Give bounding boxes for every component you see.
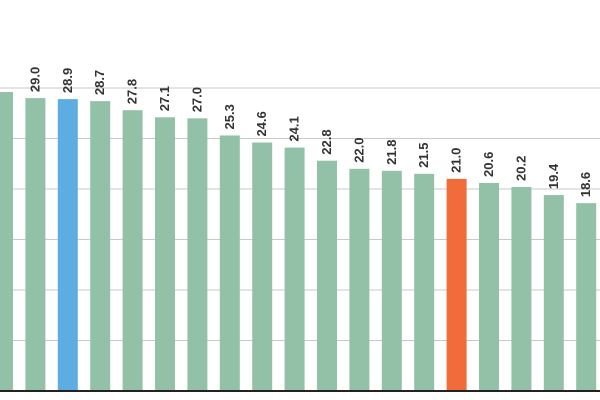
bar-value-label: 21.5	[416, 143, 431, 168]
bar	[381, 170, 402, 391]
bars	[0, 92, 597, 392]
bar	[414, 173, 435, 391]
bar	[0, 92, 13, 391]
bar	[155, 117, 175, 391]
bar	[122, 110, 143, 391]
bar	[25, 98, 46, 391]
bar	[543, 195, 564, 391]
bar-value-label: 25.3	[222, 104, 237, 129]
bar	[187, 118, 208, 392]
bar-value-label: 20.2	[513, 156, 528, 181]
bar	[57, 99, 78, 392]
bar-value-label: 20.6	[481, 152, 496, 177]
bar	[252, 142, 273, 391]
bar-value-label: 29.0	[27, 67, 42, 92]
bar-value-label: 18.6	[578, 172, 593, 197]
bar	[219, 135, 240, 391]
bar-value-label: 21.0	[449, 148, 464, 173]
bar	[576, 203, 597, 391]
bar-value-label: 28.9	[60, 68, 75, 93]
bar	[349, 168, 370, 391]
bar-value-label: 28.7	[92, 70, 107, 95]
bar	[284, 147, 305, 391]
bar-value-label: 21.8	[384, 140, 399, 165]
bar	[90, 101, 111, 391]
bar-value-label: 27.8	[125, 79, 140, 104]
bar-value-label: 24.6	[254, 111, 269, 136]
bar	[446, 178, 467, 391]
bar-value-label: 22.8	[319, 129, 334, 154]
bar-value-label: 19.4	[546, 163, 561, 189]
data-labels: 29.0 28.9 28.7 27.8 27.1 27.0 25.3 24.6 24.1 22.8…	[27, 67, 593, 197]
bar-value-label: 27.0	[189, 87, 204, 112]
bar-value-label: 27.1	[157, 86, 172, 111]
bar-value-label: 24.1	[287, 116, 302, 141]
bar-value-label: 22.0	[351, 137, 366, 162]
bar	[317, 160, 337, 391]
bar	[511, 186, 532, 391]
bar	[479, 182, 499, 391]
